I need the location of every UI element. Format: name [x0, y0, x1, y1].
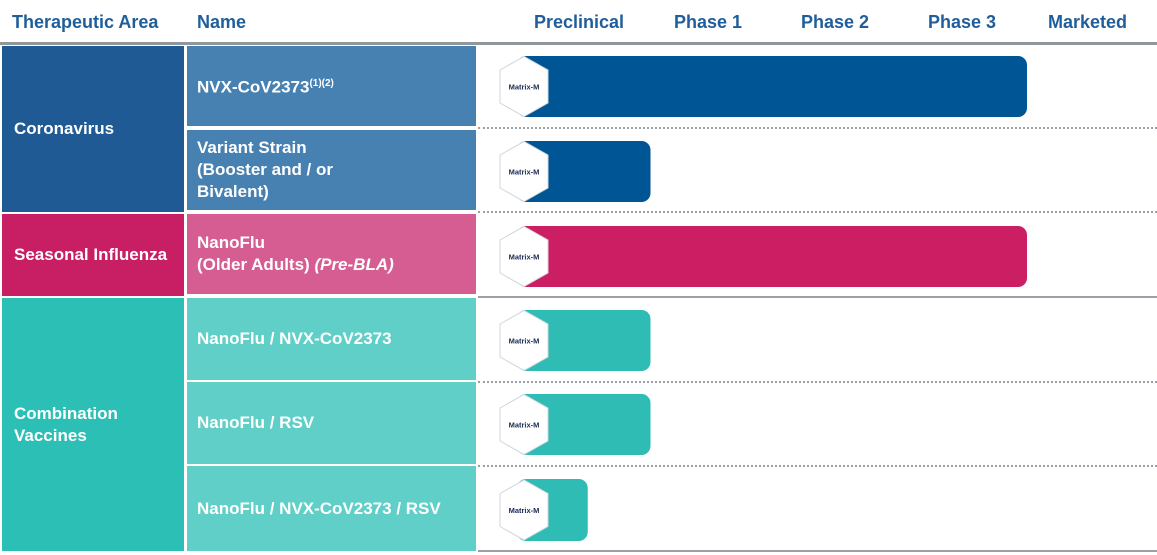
name-cell: NanoFlu / NVX-CoV2373 / RSV	[187, 466, 476, 551]
area-combination-vaccines: Combination Vaccines	[2, 298, 184, 551]
candidate-name: NanoFlu (Older Adults) (Pre-BLA)	[197, 233, 394, 274]
progress-bar	[517, 226, 1027, 287]
header-phase-2: Phase 2	[801, 12, 870, 32]
progress-bar	[517, 394, 651, 455]
matrix-m-label: Matrix-M	[509, 83, 540, 92]
candidate-name: NanoFlu / RSV	[197, 413, 315, 432]
footnote-marker: (1)(2)	[309, 78, 334, 90]
matrix-m-label: Matrix-M	[509, 421, 540, 430]
header-marketed: Marketed	[1048, 12, 1128, 32]
row-divider	[478, 211, 1157, 213]
name-cell: NanoFlu / NVX-CoV2373	[187, 298, 476, 382]
name-cell: NanoFlu / RSV	[187, 382, 476, 466]
progress-bar	[517, 310, 651, 371]
name-cell: Variant Strain (Booster and / or Bivalen…	[187, 130, 476, 212]
status-note: (Pre-BLA)	[314, 255, 394, 274]
area-seasonal-influenza: Seasonal Influenza	[2, 214, 184, 296]
candidate-name: NVX-CoV2373(1)(2)	[197, 77, 334, 97]
header-therapeutic-area: Therapeutic Area	[12, 12, 159, 32]
header-phase-1: Phase 1	[674, 12, 743, 32]
matrix-m-badge	[499, 140, 549, 203]
row-divider	[478, 465, 1157, 467]
area-label: Combination Vaccines	[14, 403, 118, 445]
matrix-m-badge	[499, 309, 549, 372]
candidate-name: NanoFlu / NVX-CoV2373	[197, 329, 392, 348]
matrix-m-label: Matrix-M	[509, 168, 540, 177]
name-cell: NanoFlu (Older Adults) (Pre-BLA)	[187, 214, 476, 296]
chart-bottom-border	[478, 550, 1157, 552]
header-divider	[0, 42, 1157, 45]
candidate-name: NanoFlu / NVX-CoV2373 / RSV	[197, 498, 441, 518]
progress-bar	[517, 56, 1027, 117]
matrix-m-label: Matrix-M	[509, 337, 540, 346]
progress-bar	[517, 141, 651, 202]
group-divider	[478, 296, 1157, 298]
area-coronavirus: Coronavirus	[2, 46, 184, 212]
matrix-m-badge	[499, 479, 549, 541]
matrix-m-label: Matrix-M	[509, 253, 540, 262]
area-label: Coronavirus	[14, 119, 115, 138]
row-divider	[478, 381, 1157, 383]
header-phase-3: Phase 3	[928, 12, 997, 32]
header-name: Name	[197, 12, 247, 32]
area-label: Seasonal Influenza	[14, 245, 168, 264]
name-cell: NVX-CoV2373(1)(2)	[187, 46, 476, 128]
matrix-m-badge	[499, 393, 549, 456]
row-divider	[478, 127, 1157, 129]
candidate-name: Variant Strain (Booster and / or Bivalen…	[197, 138, 334, 201]
matrix-m-label: Matrix-M	[509, 506, 540, 515]
matrix-m-badge	[499, 225, 549, 288]
header-preclinical: Preclinical	[534, 12, 625, 32]
matrix-m-badge	[499, 55, 549, 118]
